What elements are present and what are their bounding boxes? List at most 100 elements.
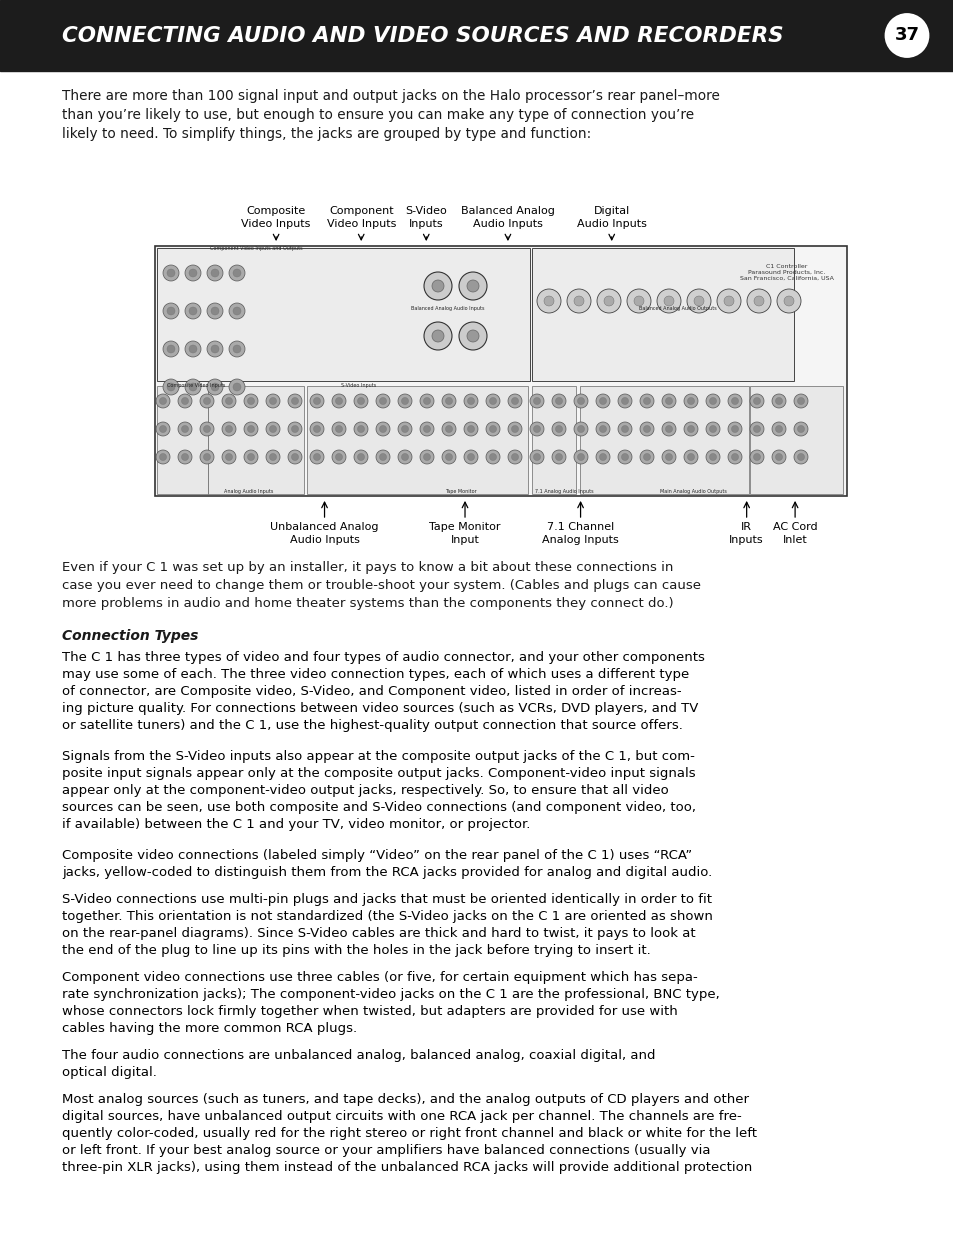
Circle shape [507, 422, 521, 436]
Circle shape [749, 422, 763, 436]
Text: case you ever need to change them or trouble-shoot your system. (Cables and plug: case you ever need to change them or tro… [62, 579, 700, 592]
Circle shape [463, 422, 477, 436]
Circle shape [577, 426, 584, 432]
Bar [532, 248, 793, 382]
Circle shape [709, 453, 716, 461]
Circle shape [233, 345, 241, 353]
Circle shape [657, 289, 680, 312]
Text: of connector, are Composite video, S-Video, and Component video, listed in order: of connector, are Composite video, S-Vid… [62, 685, 680, 698]
Circle shape [269, 426, 276, 432]
Text: Inputs: Inputs [409, 219, 443, 228]
Circle shape [211, 269, 219, 277]
Circle shape [203, 398, 211, 405]
Text: posite input signals appear only at the composite output jacks. Component-video : posite input signals appear only at the … [62, 767, 695, 781]
Circle shape [797, 398, 803, 405]
Circle shape [156, 422, 170, 436]
Text: Composite: Composite [246, 206, 305, 216]
Circle shape [423, 453, 430, 461]
Circle shape [244, 450, 257, 464]
Text: Most analog sources (such as tuners, and tape decks), and the analog outputs of : Most analog sources (such as tuners, and… [62, 1093, 748, 1107]
Circle shape [310, 394, 324, 408]
Text: Component: Component [329, 206, 394, 216]
Circle shape [639, 422, 654, 436]
Circle shape [247, 453, 254, 461]
Text: Balanced Analog: Balanced Analog [460, 206, 555, 216]
Circle shape [574, 422, 587, 436]
Bar [307, 387, 527, 494]
Circle shape [244, 422, 257, 436]
Circle shape [156, 450, 170, 464]
Circle shape [314, 426, 320, 432]
Circle shape [181, 426, 189, 432]
Circle shape [159, 398, 167, 405]
Circle shape [441, 394, 456, 408]
Circle shape [185, 341, 201, 357]
Text: Audio Inputs: Audio Inputs [473, 219, 542, 228]
Circle shape [167, 308, 174, 315]
Circle shape [181, 398, 189, 405]
Circle shape [189, 269, 196, 277]
Circle shape [229, 303, 245, 319]
Circle shape [620, 426, 628, 432]
Circle shape [705, 394, 720, 408]
Circle shape [665, 453, 672, 461]
Circle shape [577, 453, 584, 461]
Circle shape [511, 453, 518, 461]
Circle shape [731, 453, 738, 461]
Text: Inputs: Inputs [729, 535, 763, 545]
Circle shape [292, 453, 298, 461]
Circle shape [266, 394, 280, 408]
Circle shape [727, 394, 741, 408]
Circle shape [379, 398, 386, 405]
Circle shape [537, 289, 560, 312]
Bar [154, 246, 846, 496]
Circle shape [618, 450, 631, 464]
Circle shape [552, 394, 565, 408]
Circle shape [423, 398, 430, 405]
Circle shape [596, 422, 609, 436]
Circle shape [749, 450, 763, 464]
Text: the end of the plug to line up its pins with the holes in the jack before trying: the end of the plug to line up its pins … [62, 944, 650, 957]
Text: or satellite tuners) and the C 1, use the highest-quality output connection that: or satellite tuners) and the C 1, use th… [62, 719, 682, 732]
Circle shape [401, 426, 408, 432]
Circle shape [783, 296, 793, 306]
Circle shape [634, 296, 643, 306]
Circle shape [354, 422, 368, 436]
Circle shape [771, 394, 785, 408]
Text: optical digital.: optical digital. [62, 1066, 156, 1079]
Circle shape [693, 296, 703, 306]
Circle shape [163, 303, 179, 319]
Text: may use some of each. The three video connection types, each of which uses a dif: may use some of each. The three video co… [62, 668, 688, 680]
Circle shape [618, 394, 631, 408]
Circle shape [463, 394, 477, 408]
Circle shape [683, 394, 698, 408]
Circle shape [705, 450, 720, 464]
Circle shape [310, 422, 324, 436]
Circle shape [375, 422, 390, 436]
Text: quently color-coded, usually red for the right stereo or right front channel and: quently color-coded, usually red for the… [62, 1128, 757, 1140]
Text: 7.1 Analog Audio Inputs: 7.1 Analog Audio Inputs [535, 489, 593, 494]
Circle shape [292, 398, 298, 405]
Circle shape [335, 426, 342, 432]
Text: Audio Inputs: Audio Inputs [290, 535, 359, 545]
Circle shape [643, 398, 650, 405]
Circle shape [731, 426, 738, 432]
Circle shape [332, 450, 346, 464]
Text: Signals from the S-Video inputs also appear at the composite output jacks of the: Signals from the S-Video inputs also app… [62, 750, 694, 763]
Circle shape [189, 383, 196, 391]
Circle shape [639, 394, 654, 408]
Text: cables having the more common RCA plugs.: cables having the more common RCA plugs. [62, 1023, 356, 1035]
Circle shape [566, 289, 590, 312]
Circle shape [445, 453, 452, 461]
Circle shape [441, 422, 456, 436]
Circle shape [574, 296, 583, 306]
Text: 37: 37 [894, 26, 919, 44]
Circle shape [225, 453, 233, 461]
Circle shape [574, 450, 587, 464]
Circle shape [247, 426, 254, 432]
Circle shape [463, 450, 477, 464]
Circle shape [485, 422, 499, 436]
Circle shape [885, 15, 927, 57]
Circle shape [489, 426, 496, 432]
Circle shape [185, 266, 201, 282]
